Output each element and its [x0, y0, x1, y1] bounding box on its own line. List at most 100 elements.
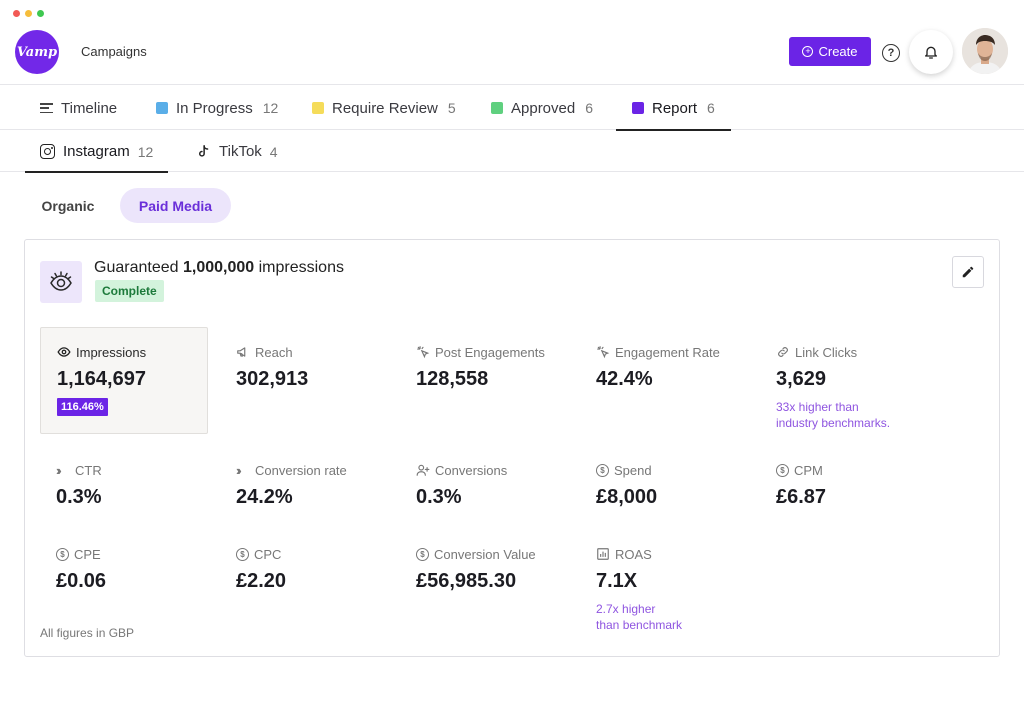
metric-value: 3,629	[776, 368, 827, 390]
window-controls	[13, 10, 44, 17]
vamp-logo[interactable]: Vamp	[15, 30, 59, 74]
megaphone-icon	[237, 347, 246, 357]
tab-count: 12	[262, 100, 279, 116]
tab-label: Approved	[511, 99, 576, 117]
organic-button[interactable]: Organic	[41, 197, 95, 214]
metric-value: 7.1X	[596, 570, 638, 592]
impressions-percent-badge: 116.46%	[57, 398, 108, 416]
tab-instagram[interactable]: Instagram 12	[24, 131, 169, 173]
metric-label: Post Engagements	[435, 344, 545, 360]
pencil-icon	[962, 266, 974, 278]
metric-label: Engagement Rate	[615, 344, 720, 360]
metric-label: Link Clicks	[795, 344, 858, 360]
tab-report[interactable]: Report 6	[616, 86, 731, 131]
benchmark-note-line: 33x higher than	[776, 400, 859, 414]
metric-value: 0.3%	[56, 486, 102, 508]
status-tabs: Timeline In Progress 12 Require Review 5…	[0, 86, 1024, 131]
metric-value: £56,985.30	[416, 570, 517, 592]
chevrons-right-icon: ››	[56, 462, 62, 478]
metric-label: CPE	[74, 546, 101, 562]
tab-require-review[interactable]: Require Review 5	[312, 86, 456, 130]
metric-label: Impressions	[76, 344, 147, 360]
benchmark-note-line: 2.7x higher	[596, 602, 656, 616]
metric-label: Reach	[255, 344, 293, 360]
metric-value: 0.3%	[416, 486, 462, 508]
tab-label: Instagram	[63, 143, 130, 160]
create-button-label: Create	[818, 44, 858, 59]
metric-spend: $ Spend £8,000	[596, 462, 764, 509]
metric-reach: Reach 302,913	[236, 344, 404, 391]
approved-color-swatch	[491, 102, 503, 114]
tab-timeline[interactable]: Timeline	[40, 86, 117, 130]
tab-in-progress[interactable]: In Progress 12	[156, 86, 278, 130]
tab-label: TikTok	[219, 143, 262, 160]
tab-label: Require Review	[332, 99, 438, 117]
tab-tiktok[interactable]: TikTok 4	[196, 131, 278, 172]
chevrons-right-icon: ››	[236, 462, 242, 478]
eye-icon	[57, 347, 71, 357]
metric-ctr: ›› CTR 0.3%	[56, 462, 224, 509]
tab-label: Report	[652, 99, 698, 117]
metric-impressions: Impressions 1,164,697 116.46%	[40, 327, 208, 434]
paid-media-button[interactable]: Paid Media	[120, 188, 231, 223]
metric-label: ROAS	[615, 546, 652, 562]
metric-roas: ROAS 7.1X 2.7x higher than benchmark	[596, 546, 764, 633]
benchmark-note-line: than benchmark	[596, 618, 683, 632]
close-window-button[interactable]	[13, 10, 20, 17]
metric-value: 42.4%	[596, 368, 653, 390]
in-progress-color-swatch	[156, 102, 168, 114]
goal-suffix: impressions	[258, 259, 344, 276]
report-card: Guaranteed 1,000,000 impressions Complet…	[24, 239, 1000, 657]
metric-label: Spend	[614, 462, 652, 478]
maximize-window-button[interactable]	[37, 10, 44, 17]
benchmark-note: 33x higher than industry benchmarks.	[776, 399, 976, 431]
metric-conversion-rate: ›› Conversion rate 24.2%	[236, 462, 404, 509]
tab-label: Timeline	[61, 99, 118, 117]
goal-heading: Guaranteed 1,000,000 impressions	[94, 259, 344, 277]
dollar-icon: $	[596, 463, 609, 477]
metric-cpe: $ CPE £0.06	[56, 546, 224, 593]
help-icon[interactable]: ?	[882, 44, 900, 62]
link-icon	[778, 347, 788, 357]
click-icon	[417, 346, 430, 359]
top-bar: Vamp Campaigns + Create ?	[0, 18, 1024, 85]
tab-count: 6	[707, 100, 715, 116]
benchmark-note: 2.7x higher than benchmark	[596, 601, 764, 633]
dollar-icon: $	[56, 547, 69, 561]
tab-label: In Progress	[176, 99, 253, 117]
minimize-window-button[interactable]	[25, 10, 32, 17]
user-plus-icon	[416, 464, 430, 476]
tab-count: 5	[447, 100, 456, 116]
goal-amount: 1,000,000	[182, 259, 255, 276]
platform-tabs: Instagram 12 TikTok 4	[0, 131, 1024, 173]
require-review-color-swatch	[312, 102, 324, 114]
metric-value: £6.87	[776, 486, 827, 508]
metric-conversion-value: $ Conversion Value £56,985.30	[416, 546, 584, 593]
goal-prefix: Guaranteed	[94, 259, 179, 276]
instagram-icon	[40, 144, 55, 159]
edit-button[interactable]	[952, 256, 984, 288]
click-icon	[597, 346, 610, 359]
metric-label: CPC	[254, 546, 282, 562]
metric-label: Conversions	[435, 462, 508, 478]
dollar-icon: $	[236, 547, 249, 561]
metric-value: £2.20	[236, 570, 287, 592]
dollar-icon: $	[416, 547, 429, 561]
metric-engagement-rate: Engagement Rate 42.4%	[596, 344, 764, 391]
user-avatar[interactable]	[962, 28, 1008, 74]
plus-circle-icon: +	[802, 46, 814, 57]
dollar-icon: $	[776, 463, 789, 477]
metric-link-clicks: Link Clicks 3,629 33x higher than indust…	[776, 344, 976, 431]
notifications-button[interactable]	[909, 30, 953, 74]
tab-count: 6	[585, 100, 594, 116]
metric-value: £8,000	[596, 486, 658, 508]
metric-value: 1,164,697	[57, 368, 146, 390]
create-button[interactable]: + Create	[789, 37, 871, 66]
tab-count: 12	[137, 143, 154, 160]
bell-icon	[925, 46, 937, 59]
report-color-swatch	[632, 102, 644, 114]
tiktok-icon	[199, 145, 209, 157]
metric-cpc: $ CPC £2.20	[236, 546, 404, 593]
tab-approved[interactable]: Approved 6	[491, 86, 593, 130]
metric-post-engagements: Post Engagements 128,558	[416, 344, 584, 391]
